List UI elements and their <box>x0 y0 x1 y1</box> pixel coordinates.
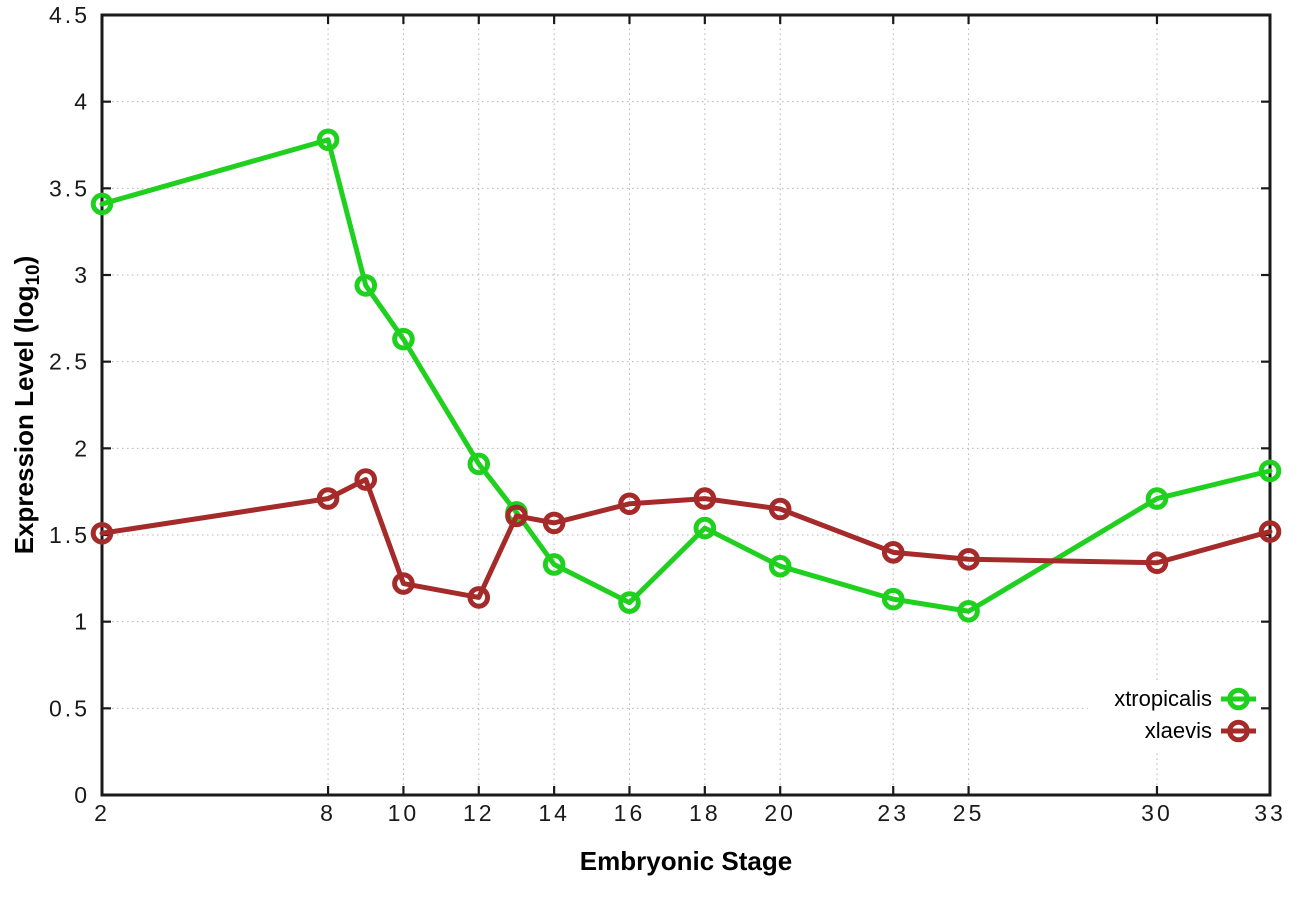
data-point-xtropicalis <box>618 591 641 614</box>
tick-marks <box>100 13 1272 797</box>
legend-item-xlaevis: xlaevis <box>1145 715 1212 747</box>
data-point-xtropicalis <box>881 587 905 611</box>
data-point-xlaevis <box>693 487 717 510</box>
svg-text:25: 25 <box>953 800 985 826</box>
y-axis-label-close: ) <box>8 255 39 265</box>
data-point-xtropicalis <box>1145 487 1169 510</box>
data-point-xtropicalis <box>1258 459 1282 483</box>
legend-marker-xtropicalis <box>1221 687 1256 711</box>
svg-text:2: 2 <box>74 435 90 461</box>
legend-label-xtropicalis: xtropicalis <box>1114 686 1212 711</box>
svg-text:1: 1 <box>74 609 90 635</box>
data-point-xlaevis <box>618 492 641 516</box>
x-tick-labels: 2 8 10 12 14 16 18 20 23 25 30 33 <box>94 800 1286 826</box>
legend-label-xlaevis: xlaevis <box>1144 718 1212 743</box>
svg-text:2.5: 2.5 <box>49 349 90 375</box>
data-point-xlaevis <box>1145 551 1169 575</box>
data-point-xtropicalis <box>467 452 491 476</box>
y-axis-label: Expression Level (log10) <box>9 256 45 555</box>
svg-text:3.5: 3.5 <box>49 175 90 201</box>
data-point-xlaevis <box>316 487 340 510</box>
x-axis-label: Embryonic Stage <box>579 846 793 876</box>
plot-border <box>100 13 1272 797</box>
data-point-xlaevis <box>1258 520 1282 543</box>
svg-text:12: 12 <box>463 800 495 826</box>
legend-marker-xlaevis <box>1221 719 1256 743</box>
svg-text:0.5: 0.5 <box>49 695 90 721</box>
data-point-xlaevis <box>881 541 905 564</box>
data-point-xlaevis <box>768 497 792 521</box>
series-xlaevis <box>90 468 1282 609</box>
data-point-xtropicalis <box>316 128 340 152</box>
svg-text:2: 2 <box>94 800 110 826</box>
svg-text:4.5: 4.5 <box>49 2 90 28</box>
data-point-xtropicalis <box>542 553 566 576</box>
data-point-xtropicalis <box>354 274 378 297</box>
legend-item-xtropicalis: xtropicalis <box>1114 683 1212 715</box>
data-point-xtropicalis <box>693 516 717 540</box>
svg-text:16: 16 <box>614 800 646 826</box>
data-point-xtropicalis <box>957 599 980 623</box>
data-point-xlaevis <box>542 511 566 535</box>
svg-text:1.5: 1.5 <box>49 522 90 548</box>
svg-text:20: 20 <box>764 800 796 826</box>
svg-text:8: 8 <box>320 800 336 826</box>
svg-text:30: 30 <box>1141 800 1173 826</box>
gridlines <box>101 14 1271 796</box>
data-point-xlaevis <box>90 521 114 545</box>
svg-text:0: 0 <box>74 782 90 808</box>
data-point-xtropicalis <box>768 554 792 578</box>
svg-text:3: 3 <box>74 262 90 288</box>
y-tick-labels: 0 0.5 1 1.5 2 2.5 3 3.5 4 4.5 <box>49 2 90 808</box>
svg-text:10: 10 <box>388 800 420 826</box>
y-axis-label-subscript: 10 <box>23 264 45 286</box>
data-point-xlaevis <box>392 572 415 595</box>
data-point-xlaevis <box>505 504 528 528</box>
svg-text:33: 33 <box>1254 800 1286 826</box>
data-point-xlaevis <box>957 547 980 571</box>
series-xtropicalis <box>90 128 1282 623</box>
y-axis-label-text: Expression Level (log <box>8 285 39 555</box>
svg-text:14: 14 <box>538 800 570 826</box>
data-point-xlaevis <box>354 468 378 491</box>
data-point-xtropicalis <box>392 327 415 351</box>
svg-text:23: 23 <box>877 800 909 826</box>
svg-text:18: 18 <box>689 800 721 826</box>
data-point-xlaevis <box>467 586 491 609</box>
svg-text:4: 4 <box>74 89 90 115</box>
data-point-xtropicalis <box>90 192 114 216</box>
